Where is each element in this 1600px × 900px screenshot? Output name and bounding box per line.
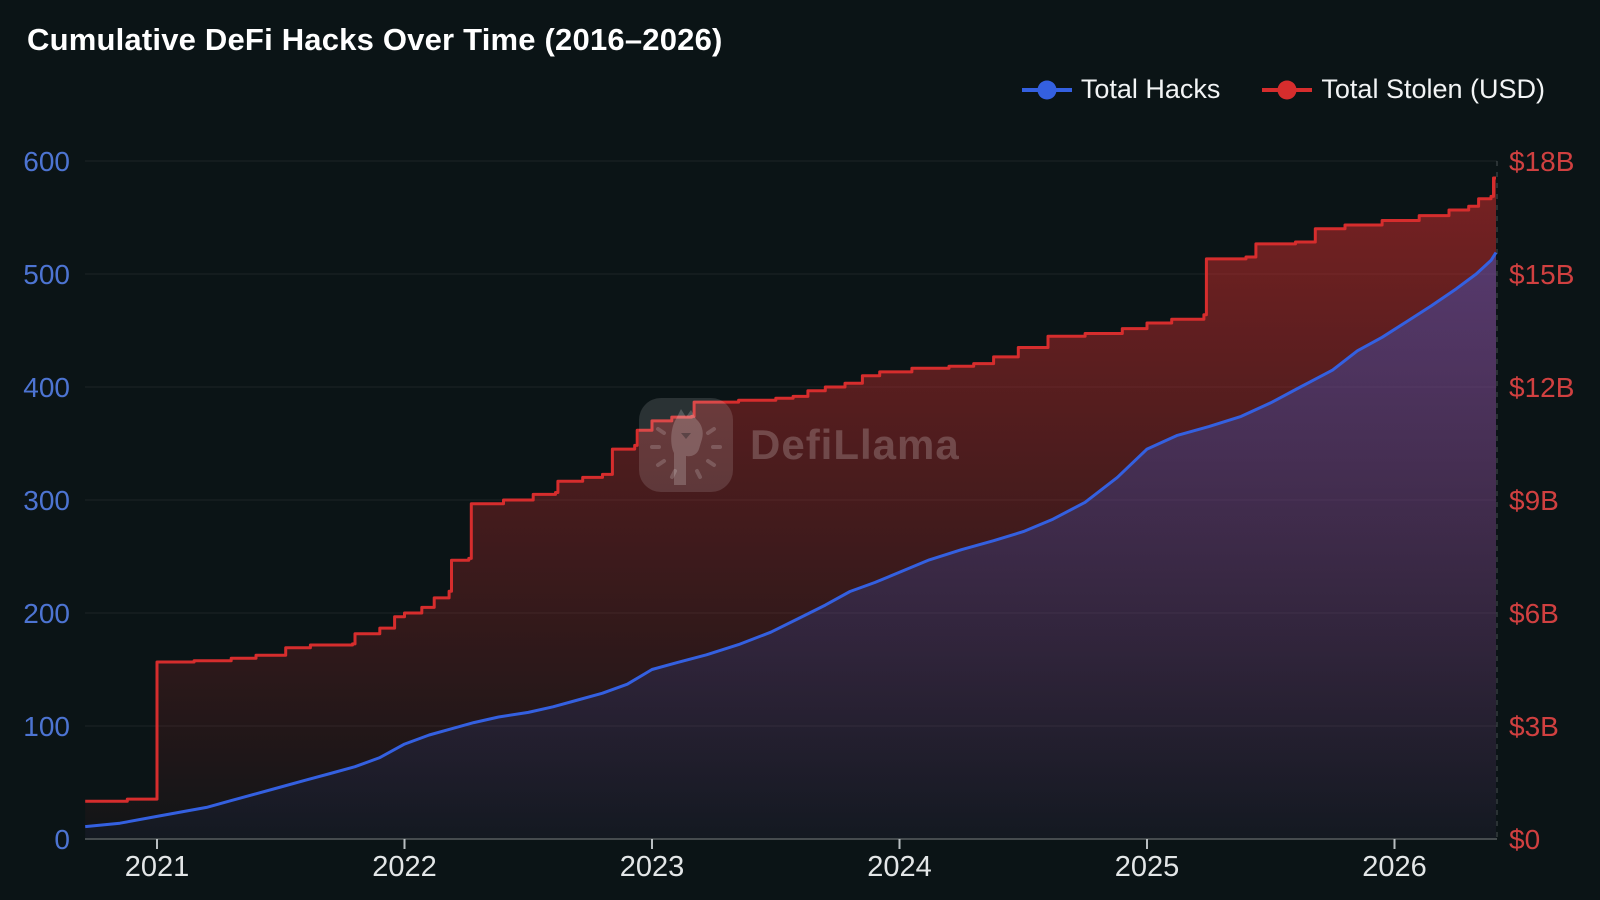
y-left-tick-label: 600 xyxy=(23,146,70,177)
y-right-tick-label: $0 xyxy=(1509,824,1540,855)
y-right-labels: $0 $3B $6B $9B $12B $15B $18B xyxy=(1509,146,1574,855)
x-axis-labels: 2021 2022 2023 2024 2025 2026 xyxy=(125,851,1427,883)
chart-title: Cumulative DeFi Hacks Over Time (2016–20… xyxy=(27,22,723,57)
x-tick-label: 2024 xyxy=(867,851,932,883)
x-tick-label: 2023 xyxy=(620,851,685,883)
y-right-tick-label: $18B xyxy=(1509,146,1574,177)
legend: Total Hacks Total Stolen (USD) xyxy=(1021,74,1545,104)
legend-label-total-hacks: Total Hacks xyxy=(1080,74,1221,104)
y-left-tick-label: 100 xyxy=(23,711,70,742)
legend-label-total-stolen: Total Stolen (USD) xyxy=(1321,74,1545,104)
line-series-marker-icon xyxy=(1021,80,1072,99)
x-tick-label: 2025 xyxy=(1115,851,1180,883)
y-right-tick-label: $9B xyxy=(1509,485,1559,516)
x-axis-ticks xyxy=(156,839,1396,849)
y-left-tick-label: 500 xyxy=(23,259,70,290)
y-left-labels: 0 100 200 300 400 500 600 xyxy=(23,146,70,855)
y-right-tick-label: $3B xyxy=(1509,711,1559,742)
x-tick-label: 2021 xyxy=(125,851,190,883)
legend-item-total-hacks[interactable]: Total Hacks xyxy=(1021,74,1221,104)
y-right-tick-label: $15B xyxy=(1509,259,1574,290)
y-left-tick-label: 300 xyxy=(23,485,70,516)
x-tick-label: 2026 xyxy=(1362,851,1427,883)
y-right-tick-label: $6B xyxy=(1509,598,1559,629)
y-right-tick-label: $12B xyxy=(1509,372,1574,403)
y-left-tick-label: 0 xyxy=(54,824,70,855)
y-left-tick-label: 200 xyxy=(23,598,70,629)
line-total-stolen-usd- xyxy=(85,176,1496,803)
legend-item-total-stolen[interactable]: Total Stolen (USD) xyxy=(1262,76,1545,103)
line-total-hacks xyxy=(85,251,1498,829)
y-left-tick-label: 400 xyxy=(23,372,70,403)
area-total-hacks xyxy=(85,252,1497,839)
x-tick-label: 2022 xyxy=(372,851,437,883)
line-series-marker-icon xyxy=(1262,80,1313,99)
